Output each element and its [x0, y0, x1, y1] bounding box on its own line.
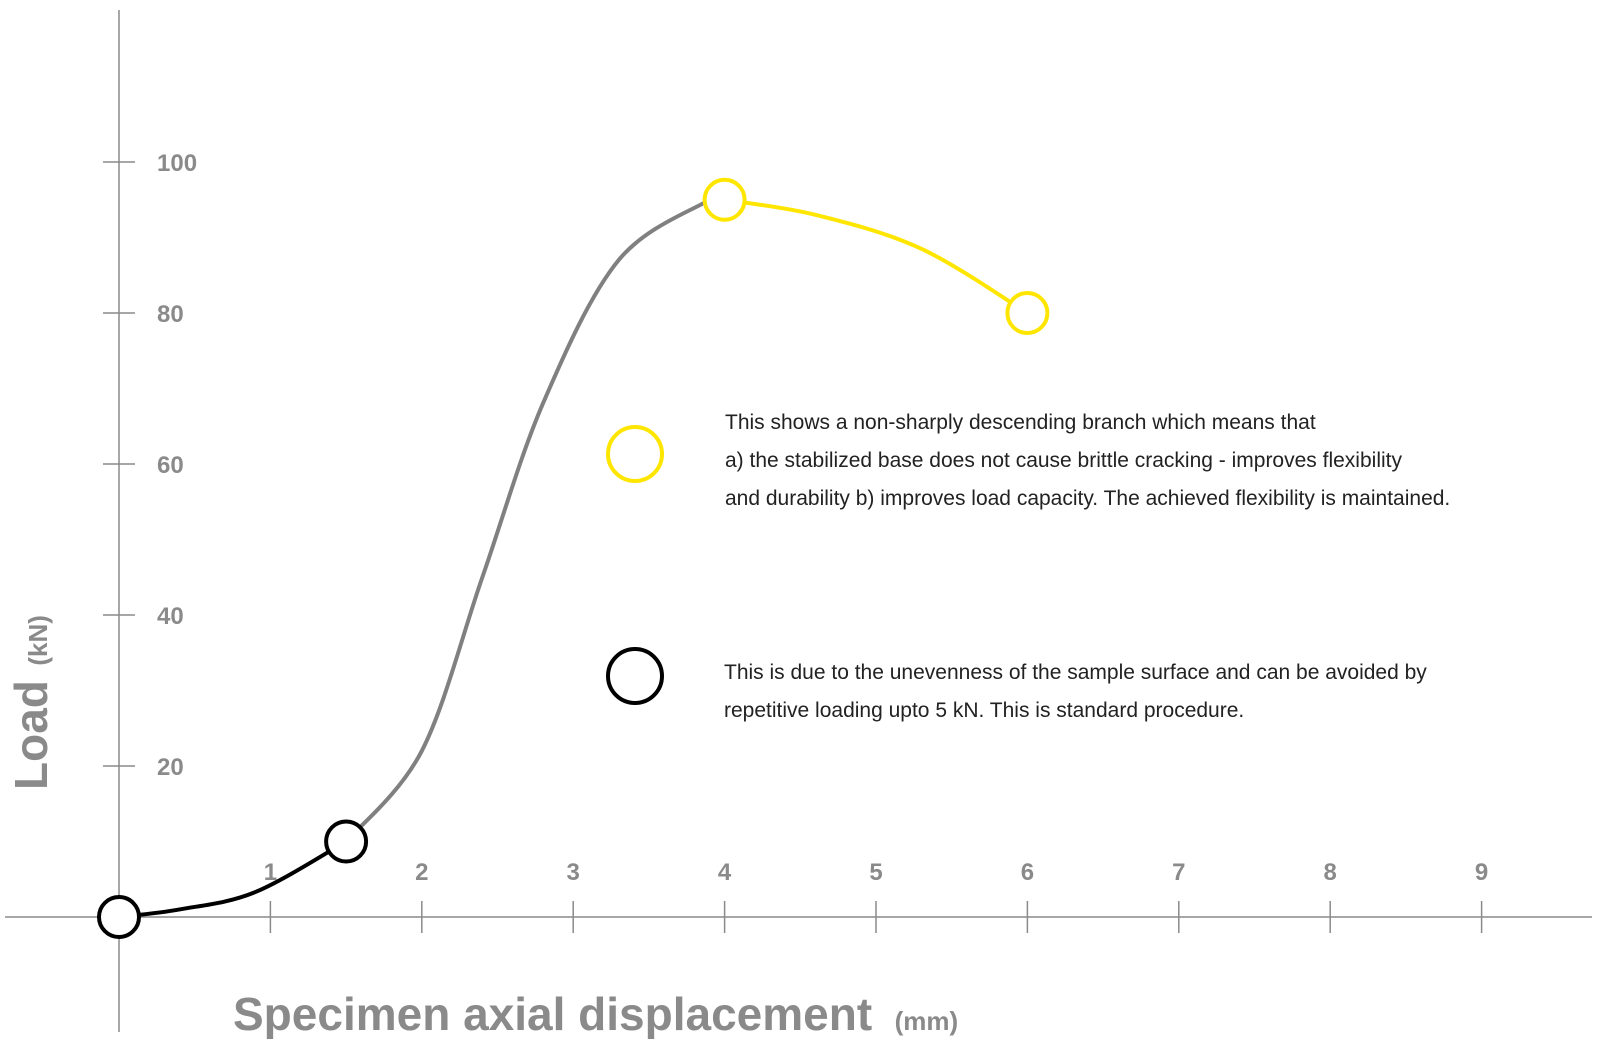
annotation-black-text: This is due to the unevenness of the sam… — [724, 661, 1427, 722]
series-line-0 — [117, 839, 349, 919]
annotation-markers — [606, 425, 664, 705]
x-tick-label: 3 — [567, 859, 580, 886]
y-tick-label: 60 — [157, 452, 184, 479]
y-axis-unit: (kN) — [23, 615, 53, 666]
y-tick-label: 80 — [157, 301, 184, 328]
data-point-marker — [324, 819, 369, 864]
x-axis-label: Specimen axial displacement (mm) — [233, 988, 958, 1039]
x-axis-unit: (mm) — [895, 1006, 959, 1036]
series-line-2 — [722, 197, 1030, 315]
x-tick-label: 8 — [1324, 859, 1337, 886]
x-tick-label: 7 — [1172, 859, 1185, 886]
data-point-marker — [1005, 291, 1050, 335]
series-layer — [117, 197, 1030, 919]
x-tick-label: 6 — [1021, 859, 1034, 886]
y-tick-label: 40 — [157, 603, 184, 630]
marker-layer — [97, 177, 1050, 939]
data-point-marker — [702, 177, 747, 222]
x-tick-label: 9 — [1475, 859, 1488, 886]
annotation-marker-circle — [606, 425, 664, 483]
annotation-marker-circle — [606, 647, 664, 705]
series-line-1 — [344, 197, 712, 844]
x-tick-label: 5 — [869, 859, 882, 886]
y-tick-label: 100 — [157, 150, 197, 177]
y-axis-ticks: 20 40 60 80 100 — [103, 150, 197, 781]
data-point-marker — [97, 895, 141, 939]
x-tick-label: 4 — [718, 859, 732, 886]
x-axis-title: Specimen axial displacement — [233, 988, 872, 1039]
y-axis-label: Load (kN) — [5, 615, 57, 790]
y-axis-title: Load — [5, 680, 57, 790]
x-tick-label: 1 — [264, 859, 277, 886]
annotation-yellow-text: This shows a non-sharply descending bran… — [725, 411, 1451, 510]
x-tick-label: 2 — [415, 859, 428, 886]
x-axis-ticks: 1 2 3 4 5 6 7 8 9 — [264, 859, 1488, 933]
y-tick-label: 20 — [157, 754, 184, 781]
